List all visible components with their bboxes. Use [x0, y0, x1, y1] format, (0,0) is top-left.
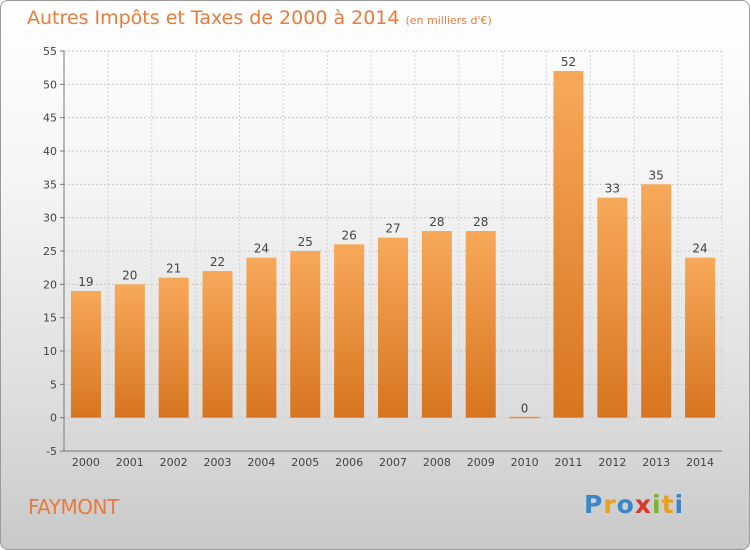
bar — [465, 231, 496, 418]
logo-letter: t — [661, 490, 675, 519]
data-label: 27 — [385, 222, 400, 236]
data-label: 22 — [210, 255, 225, 269]
data-label: 19 — [78, 275, 93, 289]
y-tick-label: 5 — [50, 378, 57, 391]
y-tick-label: 40 — [43, 145, 57, 158]
data-label: 52 — [561, 55, 576, 69]
x-tick-label: 2003 — [204, 456, 232, 469]
data-label: 33 — [605, 182, 620, 196]
x-tick-label: 2009 — [467, 456, 495, 469]
x-tick-label: 2014 — [686, 456, 714, 469]
y-tick-label: -5 — [46, 445, 57, 458]
logo-letter: o — [616, 490, 635, 519]
proxiti-logo: Proxiti — [584, 490, 684, 519]
y-tick-label: 25 — [43, 245, 57, 258]
y-tick-label: 55 — [43, 45, 57, 58]
data-label: 28 — [473, 215, 488, 229]
data-label: 0 — [521, 402, 529, 416]
bar — [553, 71, 584, 418]
y-tick-label: 45 — [43, 112, 57, 125]
x-tick-label: 2013 — [642, 456, 670, 469]
x-tick-label: 2008 — [423, 456, 451, 469]
data-label: 24 — [254, 242, 269, 256]
y-tick-label: 10 — [43, 345, 57, 358]
bar — [378, 237, 408, 418]
data-label: 35 — [649, 168, 664, 182]
logo-letter: i — [674, 490, 685, 519]
logo-letter: r — [603, 490, 617, 519]
data-label: 24 — [692, 242, 707, 256]
y-tick-label: 15 — [43, 312, 57, 325]
chart-title-block: Autres Impôts et Taxes de 2000 à 2014 (en… — [27, 7, 492, 29]
y-tick-label: 50 — [43, 78, 57, 91]
bar — [246, 257, 277, 418]
bar — [421, 231, 452, 418]
x-tick-label: 2001 — [116, 456, 144, 469]
y-tick-label: 20 — [43, 278, 57, 291]
bar — [158, 277, 189, 418]
bar — [597, 197, 628, 418]
chart-title: Autres Impôts et Taxes de 2000 à 2014 — [27, 7, 400, 29]
chart-subtitle: (en milliers d'€) — [405, 14, 492, 27]
x-tick-label: 2005 — [291, 456, 319, 469]
bar — [509, 416, 540, 419]
x-tick-label: 2011 — [554, 456, 582, 469]
y-tick-label: 30 — [43, 212, 57, 225]
logo-letter: i — [652, 490, 662, 519]
x-tick-label: 2012 — [598, 456, 626, 469]
data-label: 28 — [429, 215, 444, 229]
x-tick-label: 2004 — [247, 456, 275, 469]
data-label: 21 — [166, 262, 181, 276]
x-tick-label: 2006 — [335, 456, 363, 469]
bar — [334, 244, 365, 418]
x-tick-label: 2010 — [511, 456, 539, 469]
logo-letter: P — [584, 490, 604, 519]
y-tick-label: 0 — [50, 412, 57, 425]
data-label: 20 — [122, 268, 137, 282]
bar — [685, 257, 716, 418]
y-tick-label: 35 — [43, 178, 57, 191]
bar — [641, 184, 672, 418]
commune-name: FAYMONT — [28, 495, 119, 519]
x-tick-label: 2002 — [160, 456, 188, 469]
x-tick-label: 2000 — [72, 456, 100, 469]
bar — [114, 284, 145, 418]
x-tick-label: 2007 — [379, 456, 407, 469]
bar — [70, 291, 101, 418]
data-label: 25 — [298, 235, 313, 249]
logo-letter: x — [634, 490, 652, 519]
bar — [202, 271, 233, 418]
data-label: 26 — [341, 228, 356, 242]
bar — [290, 251, 321, 418]
